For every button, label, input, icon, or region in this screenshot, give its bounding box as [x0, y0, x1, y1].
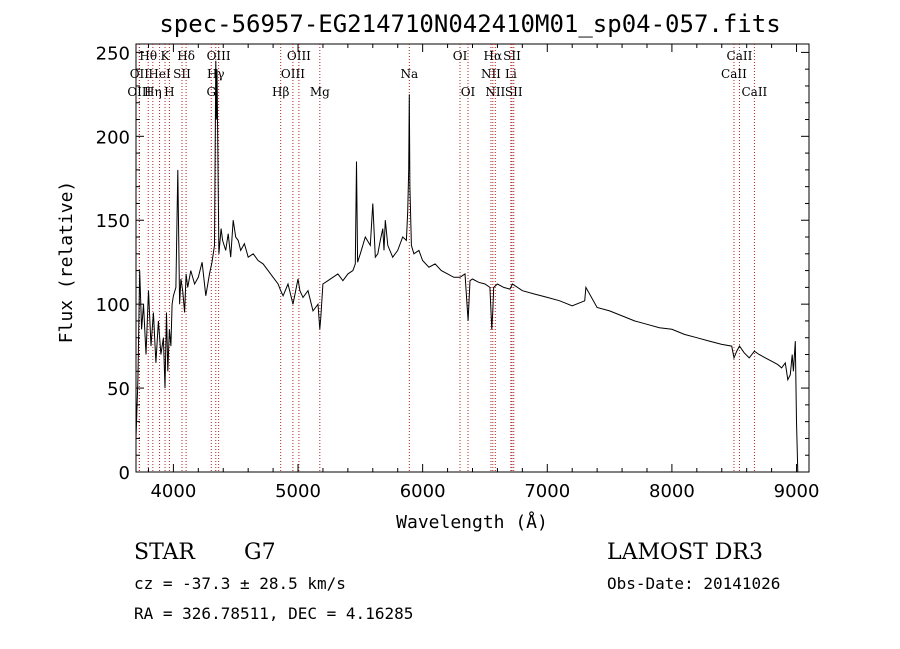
line-marker-label-5: Hη	[144, 85, 162, 99]
line-marker-label-21: NII	[481, 67, 501, 81]
line-marker-label-23: NII	[485, 85, 505, 99]
y-axis-label: Flux (relative)	[56, 181, 77, 344]
x-tick-label-5: 9000	[774, 481, 820, 502]
line-marker-label-24: SII	[505, 85, 523, 99]
line-marker-label-15: Mg	[310, 85, 330, 99]
line-marker-label-4: HeI	[148, 67, 171, 81]
spectrum-line	[135, 60, 799, 473]
line-marker-label-18: OI	[461, 85, 476, 99]
line-marker-label-2: OIII	[127, 85, 151, 99]
plot-frame	[135, 43, 810, 473]
survey-name: LAMOST DR3	[607, 540, 763, 565]
line-marker-label-26: CaII	[721, 67, 747, 81]
line-marker-label-12: OIII	[287, 49, 311, 63]
line-marker-label-6: H	[164, 85, 174, 99]
x-tick-label-1: 5000	[275, 481, 321, 502]
x-tick-label-0: 4000	[150, 481, 196, 502]
redshift-cz: cz = -37.3 ± 28.5 km/s	[134, 574, 346, 593]
line-marker-label-8: SII	[173, 67, 191, 81]
line-marker-label-9: OIII	[207, 49, 231, 63]
x-tick-label-4: 8000	[649, 481, 695, 502]
line-marker-label-7: Hδ	[177, 49, 195, 63]
line-marker-label-11: G	[206, 85, 216, 99]
line-marker-label-22: Li	[505, 67, 517, 81]
line-marker-label-19: Hα	[484, 49, 503, 63]
x-axis-label: Wavelength (Å)	[396, 511, 548, 533]
line-marker-label-27: CaII	[741, 85, 767, 99]
line-markers	[138, 44, 755, 472]
line-marker-label-13: OIII	[281, 67, 305, 81]
x-tick-label-3: 7000	[524, 481, 570, 502]
line-marker-label-20: SII	[503, 49, 521, 63]
y-tick-label-5: 250	[96, 43, 130, 64]
line-marker-label-25: CaII	[727, 49, 753, 63]
obs-date: Obs-Date: 20141026	[607, 574, 781, 593]
line-marker-label-0: Hθ	[139, 49, 157, 63]
y-tick-label-1: 50	[107, 379, 130, 400]
y-tick-label-4: 200	[96, 127, 130, 148]
object-class: STAR	[134, 540, 195, 565]
y-axis: 0 50 100 150 200 250	[96, 43, 809, 484]
x-axis: 4000 5000 6000 7000 8000 9000	[147, 44, 820, 502]
chart-title: spec-56957-EG214710N042410M01_sp04-057.f…	[159, 10, 780, 38]
line-marker-label-14: Hβ	[272, 85, 289, 99]
subclass: G7	[244, 540, 276, 565]
line-marker-label-16: Na	[400, 67, 418, 81]
coordinates: RA = 326.78511, DEC = 4.16285	[134, 604, 414, 623]
y-tick-label-3: 150	[96, 211, 130, 232]
y-tick-label-2: 100	[96, 295, 130, 316]
line-marker-label-3: K	[161, 49, 171, 63]
line-marker-label-1: OII	[130, 67, 150, 81]
line-marker-label-17: OI	[453, 49, 468, 63]
x-tick-label-2: 6000	[400, 481, 446, 502]
y-tick-label-0: 0	[119, 463, 130, 484]
